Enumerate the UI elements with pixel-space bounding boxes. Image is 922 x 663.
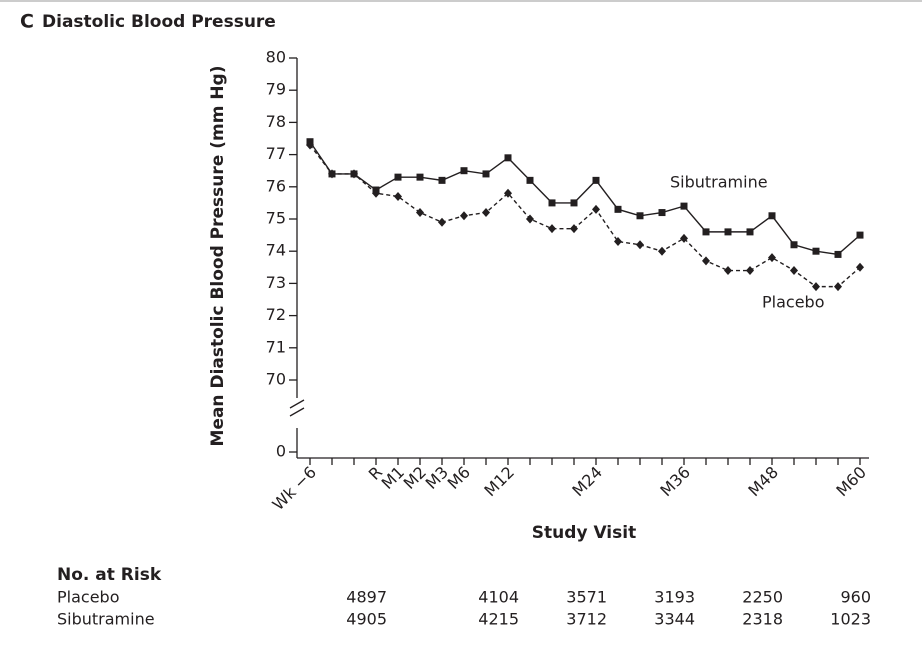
panel-label: C: [20, 11, 34, 33]
y-tick-label: 76: [266, 176, 286, 195]
marker: [548, 224, 556, 234]
marker: [416, 173, 424, 181]
marker: [482, 208, 490, 218]
marker: [306, 140, 314, 150]
marker: [636, 240, 644, 250]
risk-value: 3344: [654, 610, 695, 629]
marker: [394, 173, 402, 181]
marker: [834, 250, 842, 258]
marker: [702, 228, 710, 236]
risk-value: 4905: [346, 610, 387, 629]
marker: [350, 169, 358, 179]
series-line: [309, 141, 861, 256]
marker: [834, 282, 842, 292]
risk-value: 3712: [566, 610, 607, 629]
marker: [746, 266, 754, 276]
y-tick-label: 72: [266, 305, 286, 324]
marker: [812, 282, 820, 292]
axis-break: [289, 407, 305, 417]
marker: [504, 188, 512, 198]
marker: [856, 262, 864, 272]
risk-value: 2318: [742, 610, 783, 629]
marker: [570, 199, 578, 207]
y-tick-label: 78: [266, 112, 286, 131]
marker: [658, 209, 666, 217]
x-tick-label: M12: [480, 463, 518, 501]
risk-row-name: Placebo: [57, 588, 119, 607]
marker: [724, 266, 732, 276]
y-tick-label: 71: [266, 337, 286, 356]
marker: [526, 214, 534, 224]
marker: [680, 202, 688, 210]
marker: [790, 266, 798, 276]
x-tick-label: M6: [444, 463, 474, 493]
risk-value: 960: [840, 588, 871, 607]
series-label: Placebo: [762, 293, 824, 312]
x-tick-label: M36: [656, 463, 694, 501]
marker: [746, 228, 754, 236]
marker: [570, 224, 578, 234]
axis-break: [289, 399, 305, 409]
marker: [372, 188, 380, 198]
marker: [614, 205, 622, 213]
x-tick-label: M48: [744, 463, 782, 501]
x-tick-label: M24: [568, 463, 606, 501]
marker: [856, 231, 864, 239]
x-tick-label: Wk −6: [269, 463, 320, 514]
x-tick-label: M60: [832, 463, 870, 501]
series-label: Sibutramine: [670, 173, 768, 192]
y-tick-label: 70: [266, 370, 286, 389]
marker: [504, 154, 512, 162]
risk-value: 1023: [830, 610, 871, 629]
risk-row-name: Sibutramine: [57, 610, 155, 629]
marker: [460, 167, 468, 175]
risk-value: 3193: [654, 588, 695, 607]
y-tick-label: 77: [266, 144, 286, 163]
risk-value: 4897: [346, 588, 387, 607]
marker: [768, 212, 776, 220]
y-tick-label: 74: [266, 241, 286, 260]
marker: [394, 191, 402, 201]
marker: [416, 208, 424, 218]
marker: [328, 169, 336, 179]
y-tick-label: 73: [266, 273, 286, 292]
marker: [702, 256, 710, 266]
y-axis-label: Mean Diastolic Blood Pressure (mm Hg): [208, 66, 228, 447]
risk-table-title: No. at Risk: [57, 565, 162, 585]
marker: [614, 237, 622, 247]
y-tick-label: 75: [266, 209, 286, 228]
y-tick-label: 0: [276, 442, 286, 461]
marker: [438, 176, 446, 184]
marker: [724, 228, 732, 236]
x-axis-label: Study Visit: [532, 523, 636, 543]
marker: [592, 204, 600, 214]
marker: [790, 241, 798, 249]
marker: [680, 233, 688, 243]
y-tick-label: 80: [266, 48, 286, 67]
marker: [548, 199, 556, 207]
marker: [768, 253, 776, 263]
marker: [812, 247, 820, 255]
risk-value: 2250: [742, 588, 783, 607]
risk-value: 4104: [478, 588, 519, 607]
risk-value: 4215: [478, 610, 519, 629]
marker: [438, 217, 446, 227]
series-line: [309, 144, 861, 288]
risk-value: 3571: [566, 588, 607, 607]
marker: [526, 176, 534, 184]
marker: [592, 176, 600, 184]
marker: [636, 212, 644, 220]
marker: [482, 170, 490, 178]
chart-title: Diastolic Blood Pressure: [42, 12, 276, 32]
marker: [658, 246, 666, 256]
y-tick-label: 79: [266, 80, 286, 99]
marker: [460, 211, 468, 221]
